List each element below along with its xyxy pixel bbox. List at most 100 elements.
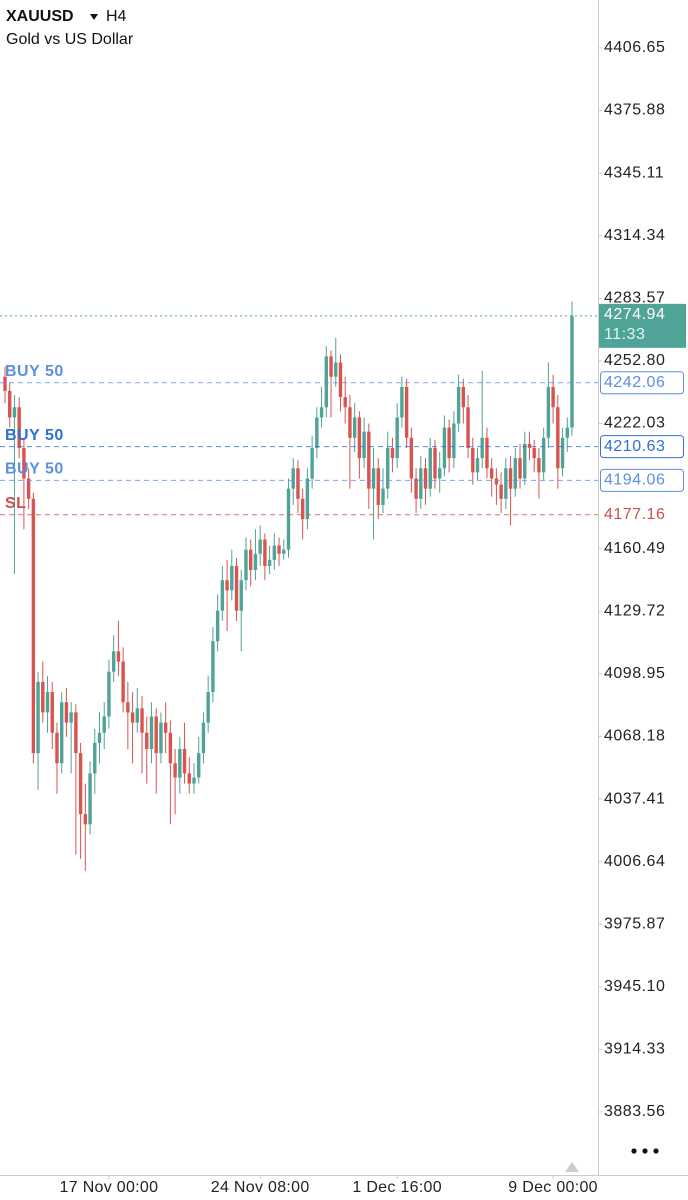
candle-body (121, 661, 125, 703)
candle-body (513, 458, 517, 489)
y-tick-label: 3914.33 (604, 1041, 665, 1058)
candle-body (551, 386, 555, 408)
y-tick-label: 3883.56 (604, 1103, 665, 1120)
y-tick-label: 4222.03 (604, 415, 665, 432)
candle-body (348, 407, 352, 438)
candle-body (253, 553, 258, 571)
candle-body (173, 763, 177, 778)
candle-body (126, 702, 130, 713)
y-tick-label: 4006.64 (604, 853, 665, 870)
symbol-dropdown-icon[interactable] (90, 14, 98, 20)
candle-body (93, 742, 97, 774)
y-tick-label: 4252.80 (604, 352, 665, 369)
x-tick-label: 1 Dec 16:00 (352, 1179, 442, 1196)
candle-body (50, 692, 54, 733)
candle-body (140, 708, 144, 733)
candle-body (423, 468, 428, 489)
candle-body (541, 437, 546, 473)
order-level-label: BUY 50 (5, 427, 64, 444)
candle-body (267, 559, 272, 566)
candle-body (12, 407, 17, 418)
candle-body (130, 712, 135, 723)
candle-body (197, 753, 201, 778)
candle-body (400, 386, 404, 418)
candle-body (329, 356, 333, 377)
candle-body (178, 749, 182, 778)
candle-body (433, 447, 437, 479)
candle-body (504, 468, 508, 499)
candle-body (414, 478, 418, 499)
candle-body (282, 549, 286, 554)
candle-body (83, 814, 88, 825)
candle-body (230, 565, 234, 591)
candle-body (45, 692, 50, 713)
candle-body (523, 443, 527, 479)
candle-body (352, 417, 357, 438)
candle-body (154, 716, 158, 754)
candle-body (471, 447, 475, 473)
order-level-label: SL (5, 495, 26, 512)
candle-body (31, 498, 36, 754)
candle-body (466, 407, 470, 448)
candle-body (187, 773, 191, 784)
candle-body (111, 651, 116, 672)
menu-dot (653, 1148, 659, 1154)
candle-body (192, 777, 196, 784)
candle-body (489, 468, 494, 479)
order-price-box (600, 371, 684, 395)
menu-dot (631, 1148, 637, 1154)
candle-body (334, 362, 338, 377)
candle-body (215, 610, 220, 642)
candle-body (8, 390, 12, 418)
candle-body (201, 722, 206, 754)
candle-body (494, 478, 499, 485)
candle-body (163, 722, 168, 733)
candle-body (480, 437, 484, 459)
candle-body (97, 732, 102, 743)
y-tick-label: 3975.87 (604, 915, 665, 932)
order-price-label: 4210.63 (604, 438, 665, 455)
candle-body (560, 437, 565, 469)
symbol[interactable]: XAUUSD (6, 8, 74, 25)
order-price-label: 4177.16 (604, 506, 665, 523)
order-level-label: BUY 50 (5, 363, 64, 380)
candle-body (3, 376, 7, 391)
candle-body (258, 539, 262, 554)
more-menu[interactable] (631, 1148, 659, 1154)
candle-body (149, 716, 154, 750)
y-tick-label: 4068.18 (604, 728, 665, 745)
x-tick-label: 17 Nov 00:00 (60, 1179, 159, 1196)
countdown-label: 11:33 (604, 326, 645, 343)
candle-body (546, 386, 551, 438)
candle-body (310, 447, 314, 479)
y-tick-label: 4345.11 (604, 164, 664, 181)
timeframe[interactable]: H4 (106, 8, 127, 25)
scroll-handle[interactable] (565, 1162, 579, 1172)
candle-body (532, 447, 536, 459)
candle-body (36, 681, 40, 754)
candle-body (159, 722, 163, 754)
candle-body (409, 437, 414, 479)
y-tick-label: 4314.34 (604, 227, 665, 244)
order-price-box (600, 435, 684, 459)
y-tick-label: 3945.10 (604, 978, 665, 995)
candle-body (225, 580, 229, 591)
order-price-label: 4194.06 (604, 472, 665, 489)
candle-body (456, 386, 461, 424)
y-tick-label: 4375.88 (604, 102, 665, 119)
candle-body (239, 580, 243, 611)
candle-body (376, 468, 380, 505)
candle-body (338, 362, 343, 398)
candle-body (116, 651, 121, 662)
candle-body (286, 488, 291, 550)
candle-body (357, 417, 362, 459)
candle-body (315, 417, 319, 448)
candle-body (319, 407, 324, 418)
candle-body (168, 732, 173, 764)
candle-body (565, 427, 569, 438)
current-price-box (599, 303, 686, 348)
candle-body (26, 478, 31, 499)
candle-body (296, 468, 300, 499)
